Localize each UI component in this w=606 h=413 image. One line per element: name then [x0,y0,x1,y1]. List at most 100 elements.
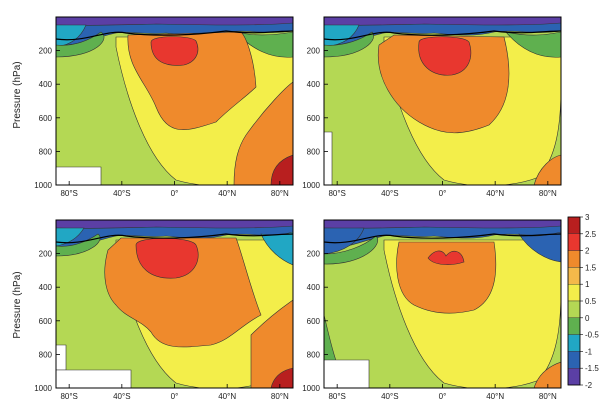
x-tick-label: 40°S [113,392,130,401]
panel-bottom-right: 200 400 600 800 1000 80°S 40°S 0° 40°N 80°N [302,219,562,401]
contour-region [324,17,561,26]
colorbar-tick-label: 0.5 [585,297,597,306]
contour-region [270,367,293,388]
colorbar-tick-label: 1 [585,280,590,289]
colorbar-tick-label: 2 [585,247,590,256]
colorbar-tick-label: -1 [585,347,593,356]
contour-region [56,369,132,388]
colorbar-swatch [567,368,581,386]
x-tick-label: 80°N [271,189,289,198]
contour-region [324,224,561,249]
x-tick-label: 40°S [113,189,130,198]
y-tick-label: 1000 [34,181,52,190]
y-tick-label: 1000 [302,181,320,190]
y-tick-label: 800 [39,350,53,359]
x-tick-label: 80°S [60,189,77,198]
contour-region [505,31,561,58]
colorbar-swatch [567,300,581,318]
colorbar-tick-label: 3 [585,213,590,222]
x-tick-label: 40°N [218,392,236,401]
contour-region [56,344,67,371]
panel-bottom-left-contours [56,220,293,388]
contour-region [233,81,293,185]
contour-region [150,36,199,66]
contour-region [324,220,561,229]
y-tick-label: 1000 [302,384,320,393]
zero-contour-line [324,30,561,41]
contour-region [270,154,293,185]
y-tick-label: 400 [307,283,321,292]
colorbar-swatch [567,267,581,285]
colorbar-swatch [567,216,581,234]
panel-top-left-contours [56,17,293,185]
panel-top-left: 200 400 600 800 1000 80°S 40°S 0° 40°N 80°N [34,16,294,198]
colorbar-tick-label: 2.5 [585,230,597,239]
y-tick-label: 400 [307,80,321,89]
colorbar-tick-label: 0 [585,314,590,323]
y-tick-label: 600 [307,114,321,123]
contour-region [56,233,101,257]
contour-region [396,241,497,314]
contour-region [377,34,510,134]
contour-region [56,220,293,229]
x-tick-label: 80°N [271,392,289,401]
y-axis-label-top: Pressure (hPa) [12,61,23,128]
panel-bottom-right-contours [324,220,561,388]
y-tick-label: 400 [39,80,53,89]
y-tick-label: 200 [39,47,53,56]
x-tick-label: 40°N [486,189,504,198]
x-tick-label: 40°S [381,189,398,198]
x-tick-label: 0° [171,189,179,198]
x-tick-label: 80°S [60,392,77,401]
zero-contour-line [56,233,293,244]
panel-top-right: 200 400 600 800 1000 80°S 40°S 0° 40°N 80°N [302,16,562,198]
contour-region [56,31,105,58]
y-tick-label: 600 [39,317,53,326]
contour-region [250,299,293,388]
contour-region [324,359,370,388]
x-tick-label: 80°S [328,189,345,198]
colorbar-tick-label: 1.5 [585,263,597,272]
y-tick-label: 200 [307,47,321,56]
x-tick-label: 0° [439,189,447,198]
panels-group: 200 400 600 800 1000 80°S 40°S 0° 40°N 80°N 200 400… [34,16,562,401]
colorbar-swatch [567,351,581,369]
x-tick-label: 0° [439,392,447,401]
y-tick-label: 800 [39,147,53,156]
zero-contour-line [56,30,293,41]
contour-region [56,166,102,185]
contour-region [324,131,333,185]
colorbar-swatch [567,233,581,251]
panel-top-right-contours [324,17,561,185]
y-tick-label: 600 [39,114,53,123]
colorbar-swatch [567,250,581,268]
colorbar-tick-label: -0.5 [585,331,599,340]
y-tick-label: 1000 [34,384,52,393]
y-tick-label: 200 [39,250,53,259]
colorbar-tick-label: -1.5 [585,364,599,373]
x-tick-label: 40°N [486,392,504,401]
y-tick-label: 200 [307,250,321,259]
colorbar-swatch [567,317,581,335]
x-tick-label: 0° [171,392,179,401]
x-tick-label: 80°N [539,189,557,198]
y-tick-label: 600 [307,317,321,326]
x-tick-label: 40°N [218,189,236,198]
contour-region [418,36,472,76]
contour-region [427,250,465,265]
x-tick-label: 40°S [381,392,398,401]
contour-region [56,17,293,26]
x-tick-label: 80°S [328,392,345,401]
y-tick-label: 400 [39,283,53,292]
contour-region [235,31,293,58]
contour-region [533,154,561,185]
y-tick-label: 800 [307,350,321,359]
contour-region [533,361,561,388]
colorbar-swatch [567,284,581,302]
zero-contour-line [324,233,561,244]
x-tick-label: 80°N [539,392,557,401]
colorbar: 3 2.5 2 1.5 1 0.5 0 -0.5 -1 -1.5 -2 [567,213,599,390]
contour-region [324,31,374,58]
colorbar-tick-label: -2 [585,381,593,390]
